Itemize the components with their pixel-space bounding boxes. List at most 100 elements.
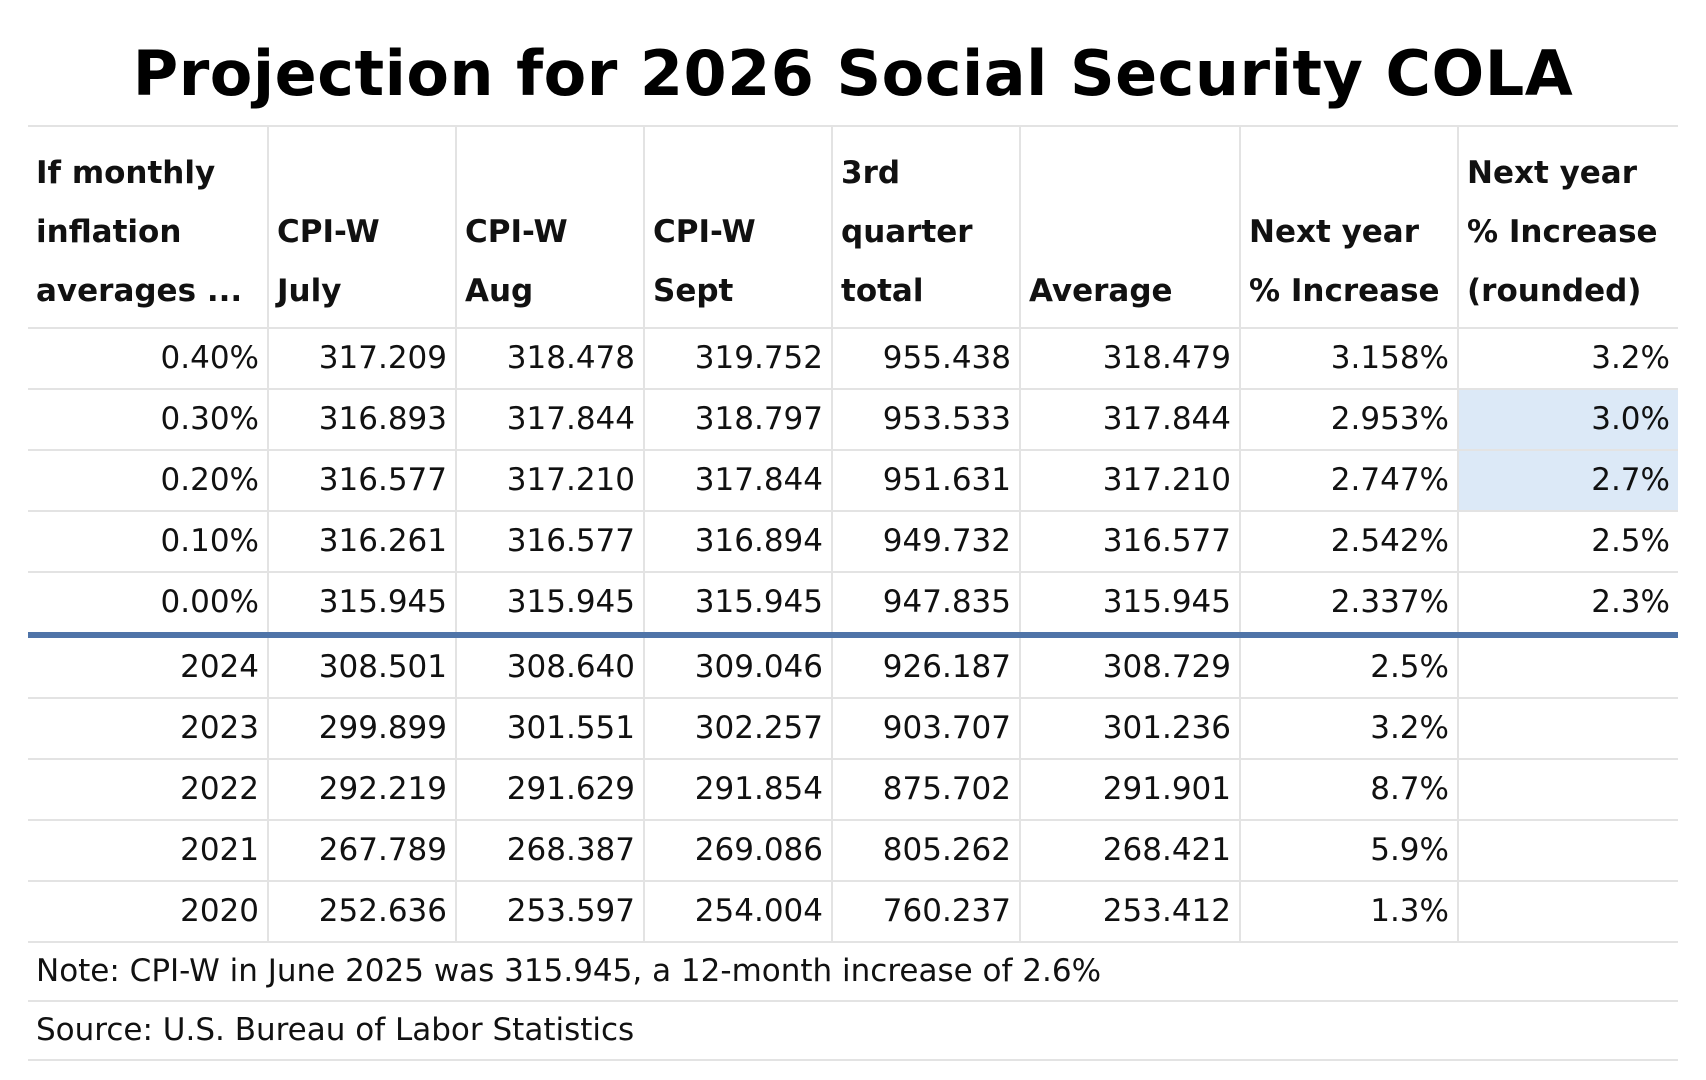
column-header-next-year-increase: Next year % Increase <box>1239 125 1458 328</box>
table-cell: 2.3% <box>1457 571 1678 638</box>
source-row: Source: U.S. Bureau of Labor Statistics <box>28 1000 1678 1061</box>
table-cell: 317.844 <box>1019 388 1240 450</box>
highlighted-cell: 3.0% <box>1457 388 1678 450</box>
projection-row: 0.20% 316.577 317.210 317.844 951.631 31… <box>28 449 1678 511</box>
table-cell: 317.844 <box>455 388 644 450</box>
note-row: Note: CPI-W in June 2025 was 315.945, a … <box>28 941 1678 1002</box>
table-cell: 254.004 <box>643 880 832 943</box>
table-cell <box>1457 697 1678 759</box>
table-cell: 309.046 <box>643 635 832 698</box>
table-cell: 2.953% <box>1239 388 1458 450</box>
table-cell: 316.577 <box>455 510 644 572</box>
table-cell: 3.2% <box>1239 697 1458 759</box>
table-cell: 268.387 <box>455 819 644 881</box>
table-cell: 2.5% <box>1239 635 1458 698</box>
table-cell: 317.844 <box>643 449 832 511</box>
column-header-3rd-quarter-total: 3rd quarter total <box>831 125 1020 328</box>
table-cell: 316.577 <box>1019 510 1240 572</box>
historical-row: 2023 299.899 301.551 302.257 903.707 301… <box>28 697 1678 759</box>
table-cell: 299.899 <box>267 697 456 759</box>
column-header-cpiw-july: CPI-W July <box>267 125 456 328</box>
header-row: If monthly inflation averages ... CPI-W … <box>28 125 1678 328</box>
table-cell: 2022 <box>28 758 268 820</box>
table-cell: 316.577 <box>267 449 456 511</box>
historical-row: 2024 308.501 308.640 309.046 926.187 308… <box>28 635 1678 698</box>
table-cell <box>1457 635 1678 698</box>
source-text: Source: U.S. Bureau of Labor Statistics <box>28 1000 1678 1061</box>
projection-row: 0.00% 315.945 315.945 315.945 947.835 31… <box>28 571 1678 638</box>
table-cell: 269.086 <box>643 819 832 881</box>
projection-row: 0.10% 316.261 316.577 316.894 949.732 31… <box>28 510 1678 572</box>
table-cell: 315.945 <box>267 571 456 638</box>
table-cell: 951.631 <box>831 449 1020 511</box>
table-cell: 947.835 <box>831 571 1020 638</box>
table-cell: 318.478 <box>455 327 644 389</box>
table-cell: 805.262 <box>831 819 1020 881</box>
table-cell: 302.257 <box>643 697 832 759</box>
historical-row: 2022 292.219 291.629 291.854 875.702 291… <box>28 758 1678 820</box>
table-cell: 875.702 <box>831 758 1020 820</box>
table-cell: 0.00% <box>28 571 268 638</box>
table-cell: 2.337% <box>1239 571 1458 638</box>
historical-row: 2021 267.789 268.387 269.086 805.262 268… <box>28 819 1678 881</box>
table-cell: 953.533 <box>831 388 1020 450</box>
table-cell: 291.629 <box>455 758 644 820</box>
table-cell <box>1457 819 1678 881</box>
table-cell: 268.421 <box>1019 819 1240 881</box>
column-header-average: Average <box>1019 125 1240 328</box>
table-cell: 903.707 <box>831 697 1020 759</box>
table-cell: 318.797 <box>643 388 832 450</box>
table-cell: 319.752 <box>643 327 832 389</box>
historical-row: 2020 252.636 253.597 254.004 760.237 253… <box>28 880 1678 943</box>
table-cell: 308.729 <box>1019 635 1240 698</box>
table-cell: 2024 <box>180 649 259 685</box>
table-cell: 955.438 <box>831 327 1020 389</box>
table-cell: 2.747% <box>1239 449 1458 511</box>
table-cell: 317.210 <box>1019 449 1240 511</box>
projection-row: 0.40% 317.209 318.478 319.752 955.438 31… <box>28 327 1678 389</box>
table-cell: 301.551 <box>455 697 644 759</box>
table-cell: 317.210 <box>455 449 644 511</box>
table-cell: 315.945 <box>643 571 832 638</box>
table-cell: 315.945 <box>455 571 644 638</box>
table-cell: 308.640 <box>455 635 644 698</box>
table-cell: 316.894 <box>643 510 832 572</box>
table-cell: 291.854 <box>643 758 832 820</box>
table-cell: 949.732 <box>831 510 1020 572</box>
table-cell: 1.3% <box>1239 880 1458 943</box>
table-cell: 8.7% <box>1239 758 1458 820</box>
table-cell: 292.219 <box>267 758 456 820</box>
table-cell: 760.237 <box>831 880 1020 943</box>
table-cell: 253.412 <box>1019 880 1240 943</box>
table-cell: 0.40% <box>28 327 268 389</box>
table-cell: 301.236 <box>1019 697 1240 759</box>
table-cell: 2023 <box>28 697 268 759</box>
table-cell: 291.901 <box>1019 758 1240 820</box>
column-header-cpiw-aug: CPI-W Aug <box>455 125 644 328</box>
table-cell: 2.542% <box>1239 510 1458 572</box>
table-cell: 0.10% <box>28 510 268 572</box>
table-cell: 2021 <box>28 819 268 881</box>
projection-row: 0.30% 316.893 317.844 318.797 953.533 31… <box>28 388 1678 450</box>
page-title: Projection for 2026 Social Security COLA <box>132 37 1574 110</box>
note-text: Note: CPI-W in June 2025 was 315.945, a … <box>28 941 1678 1002</box>
table-cell: 2020 <box>28 880 268 943</box>
table-cell: 5.9% <box>1239 819 1458 881</box>
table-cell: 252.636 <box>267 880 456 943</box>
table-cell: 253.597 <box>455 880 644 943</box>
table-cell: 0.30% <box>28 388 268 450</box>
column-header-cpiw-sept: CPI-W Sept <box>643 125 832 328</box>
table-cell: 315.945 <box>1019 571 1240 638</box>
cola-projection-table: If monthly inflation averages ... CPI-W … <box>28 125 1678 1061</box>
table-cell: 316.261 <box>267 510 456 572</box>
column-header-next-year-increase-rounded: Next year % Increase (rounded) <box>1457 125 1678 328</box>
table-cell: 317.209 <box>267 327 456 389</box>
table-cell <box>1457 758 1678 820</box>
table-cell: 318.479 <box>1019 327 1240 389</box>
table-cell: 267.789 <box>267 819 456 881</box>
highlighted-cell: 2.7% <box>1457 449 1678 511</box>
table-cell <box>1457 880 1678 943</box>
table-cell: 3.2% <box>1457 327 1678 389</box>
table-cell: 308.501 <box>267 635 456 698</box>
